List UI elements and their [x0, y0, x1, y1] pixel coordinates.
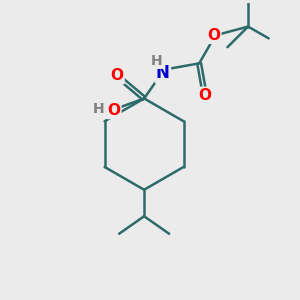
Text: O: O [198, 88, 211, 103]
Text: N: N [156, 64, 170, 82]
Text: H: H [93, 102, 104, 116]
Text: O: O [107, 103, 120, 118]
Text: O: O [207, 28, 220, 43]
Text: O: O [110, 68, 124, 83]
Text: H: H [151, 54, 163, 68]
